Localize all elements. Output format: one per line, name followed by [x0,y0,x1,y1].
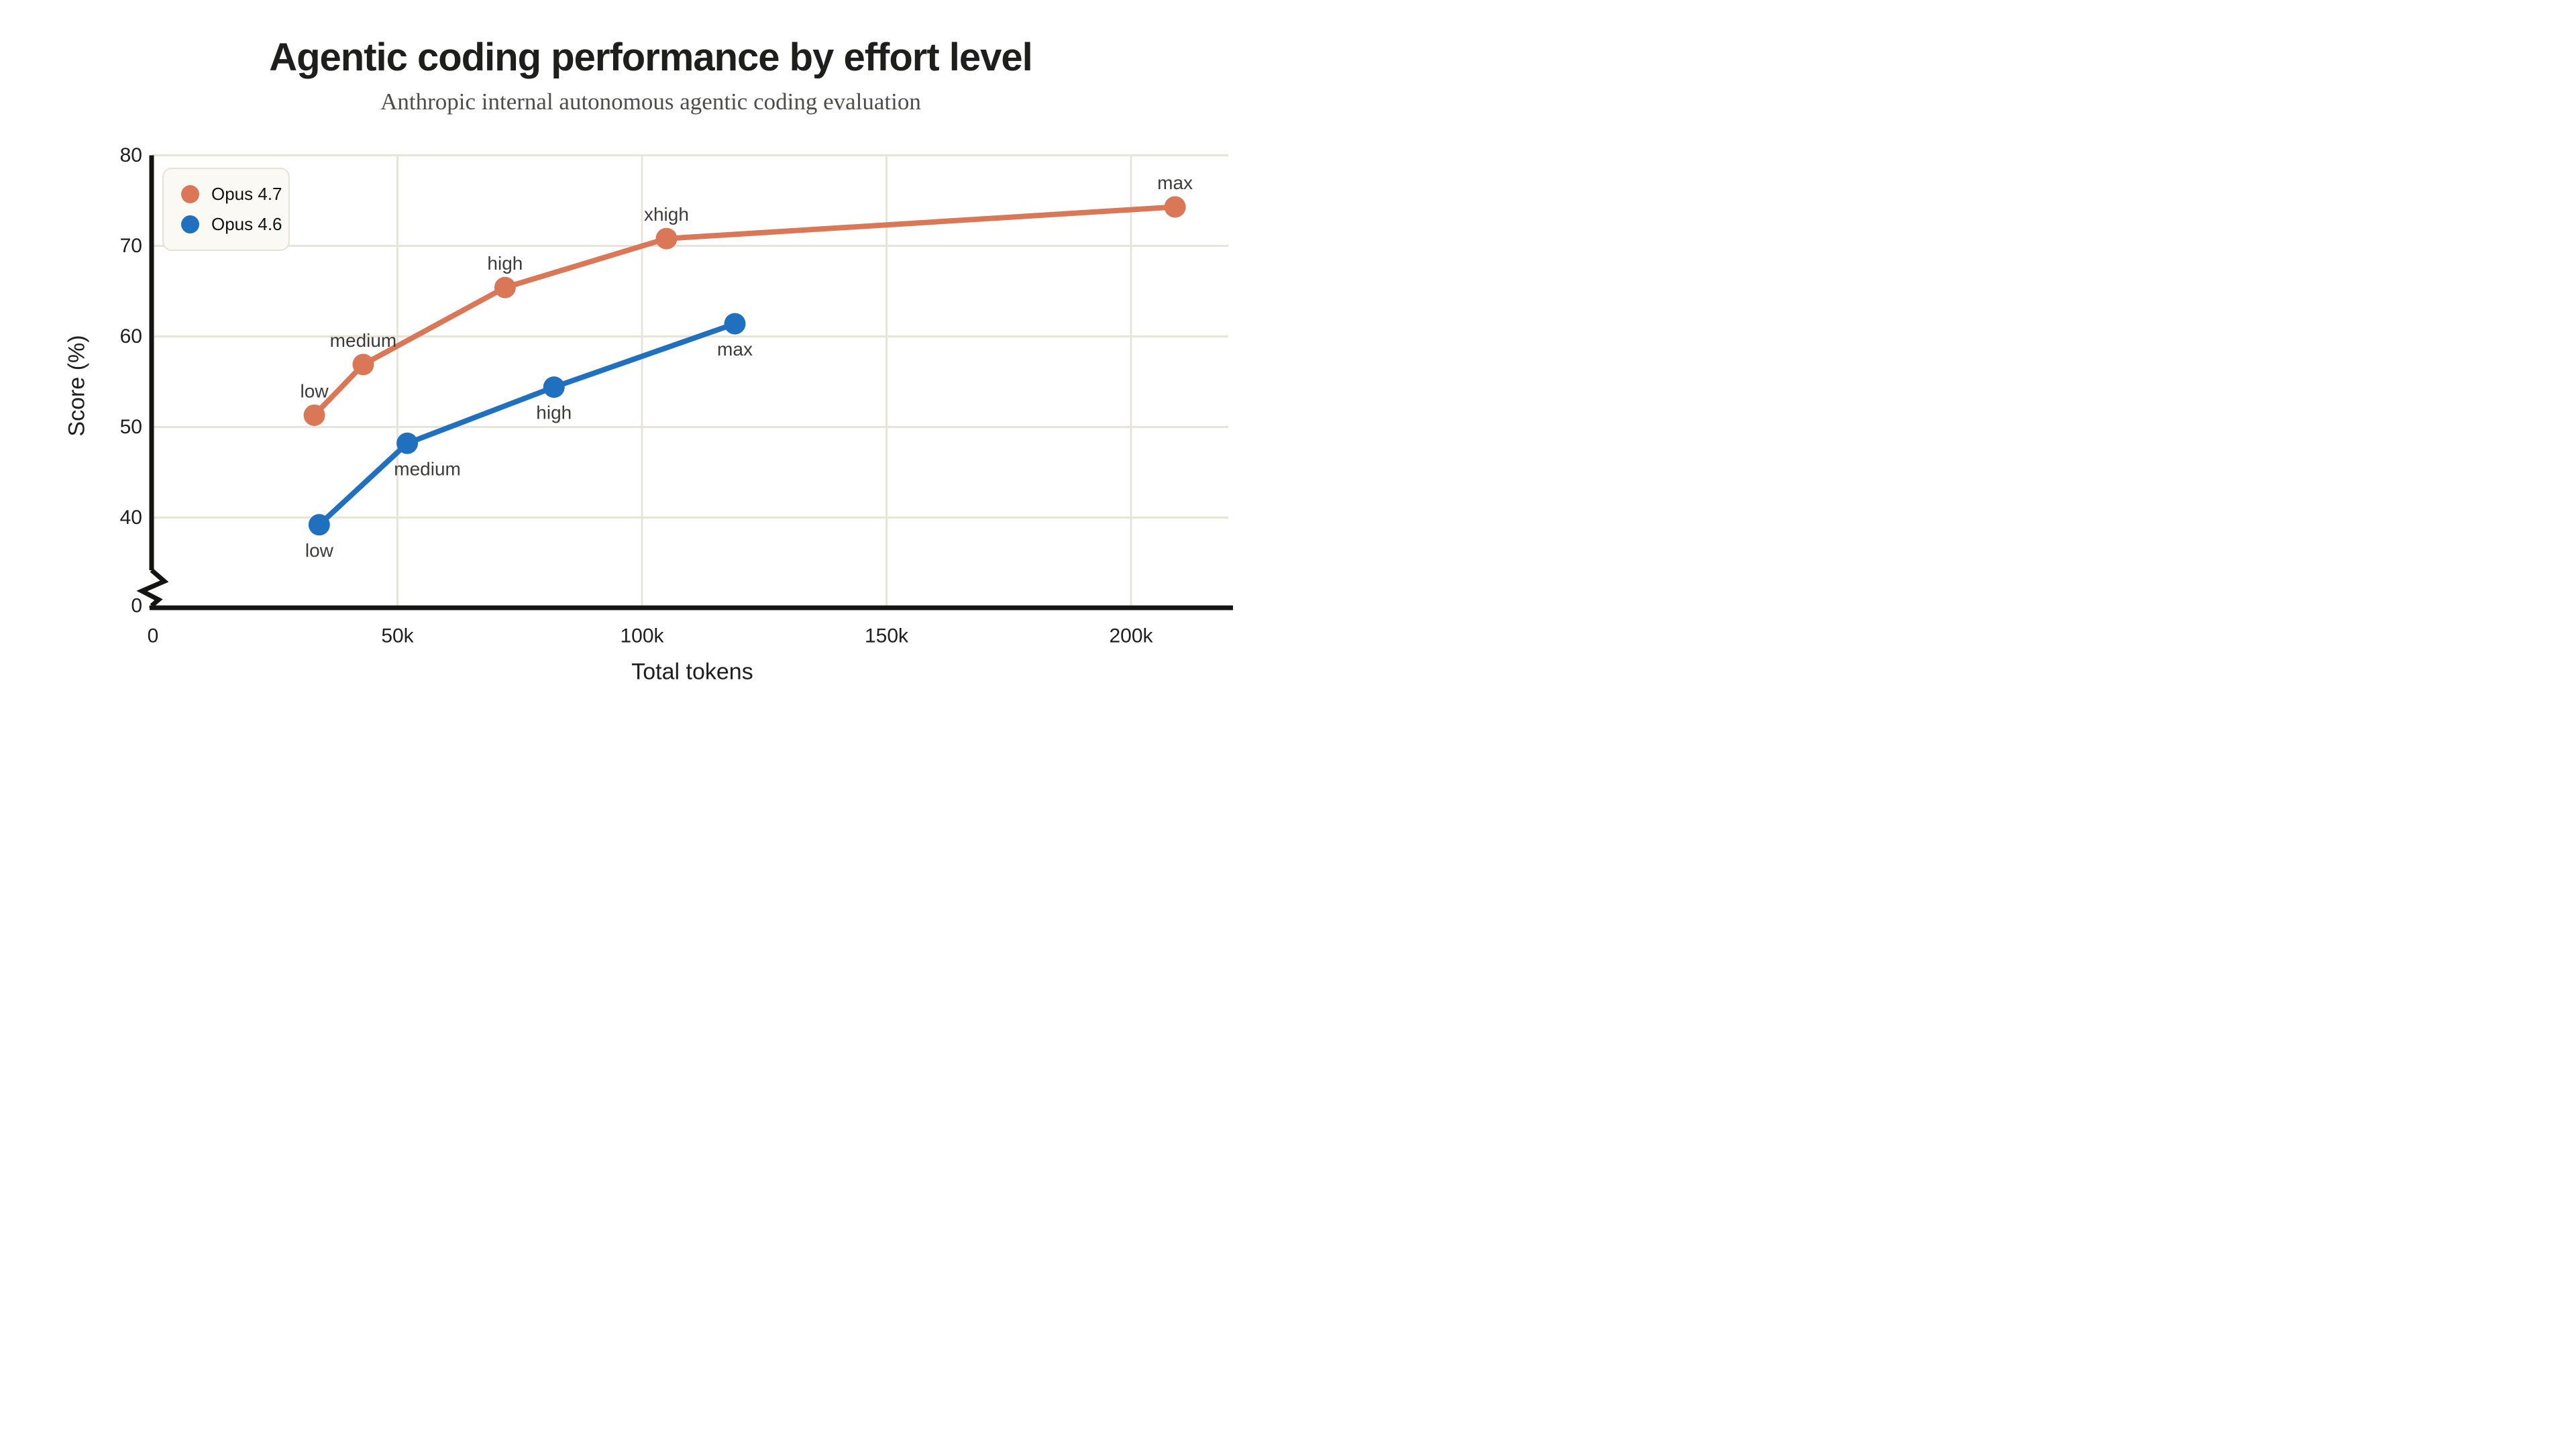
data-point [494,276,516,299]
legend: Opus 4.7 Opus 4.6 [162,168,290,251]
legend-dot-icon [181,185,199,203]
point-label: high [487,253,523,274]
data-point [352,354,374,376]
y-tick-label: 80 [120,144,142,166]
legend-item-opus-4-6: Opus 4.6 [181,214,288,235]
y-tick-label: 60 [120,325,142,347]
point-label: low [305,540,334,561]
point-label: max [1157,172,1193,193]
y-tick-label: 50 [120,416,142,438]
x-tick-label: 100k [620,625,664,647]
x-axis-title: Total tokens [631,659,753,685]
series-line-opus-4-7 [311,204,1178,418]
plot-area: 80 70 60 50 40 00 50k 100k 150k 200k low medium high… [120,144,1233,647]
legend-label: Opus 4.6 [211,214,282,234]
legend-label: Opus 4.7 [211,184,282,204]
data-point [308,514,330,536]
x-tick-label: 50k [381,625,414,647]
y-tick-label-zero: 0 [131,595,142,617]
data-point [396,432,419,454]
point-label: medium [394,458,461,479]
y-axis-title: Score (%) [64,335,90,437]
point-label: low [301,380,329,401]
x-tick-label: 200k [1109,625,1153,647]
data-point [303,404,325,426]
chart-figure: Agentic coding performance by effort lev… [0,0,1288,724]
point-label: medium [330,330,397,351]
y-axis-break-icon [136,568,169,608]
chart-subtitle: Anthropic internal autonomous agentic co… [380,89,921,115]
point-label: xhigh [644,204,689,225]
x-tick-label: 0 [148,625,159,647]
legend-item-opus-4-7: Opus 4.7 [181,184,288,205]
data-point [724,313,746,335]
point-label: high [536,402,572,423]
data-point [1164,196,1186,218]
chart-title: Agentic coding performance by effort lev… [269,36,1033,79]
y-tick-label: 70 [120,235,142,257]
data-point [655,227,678,250]
y-tick-label: 40 [120,506,142,529]
x-tick-label: 150k [865,625,909,647]
legend-dot-icon [181,215,199,233]
data-point [543,376,565,398]
point-label: max [717,339,753,360]
series-line-opus-4-6 [316,321,738,528]
